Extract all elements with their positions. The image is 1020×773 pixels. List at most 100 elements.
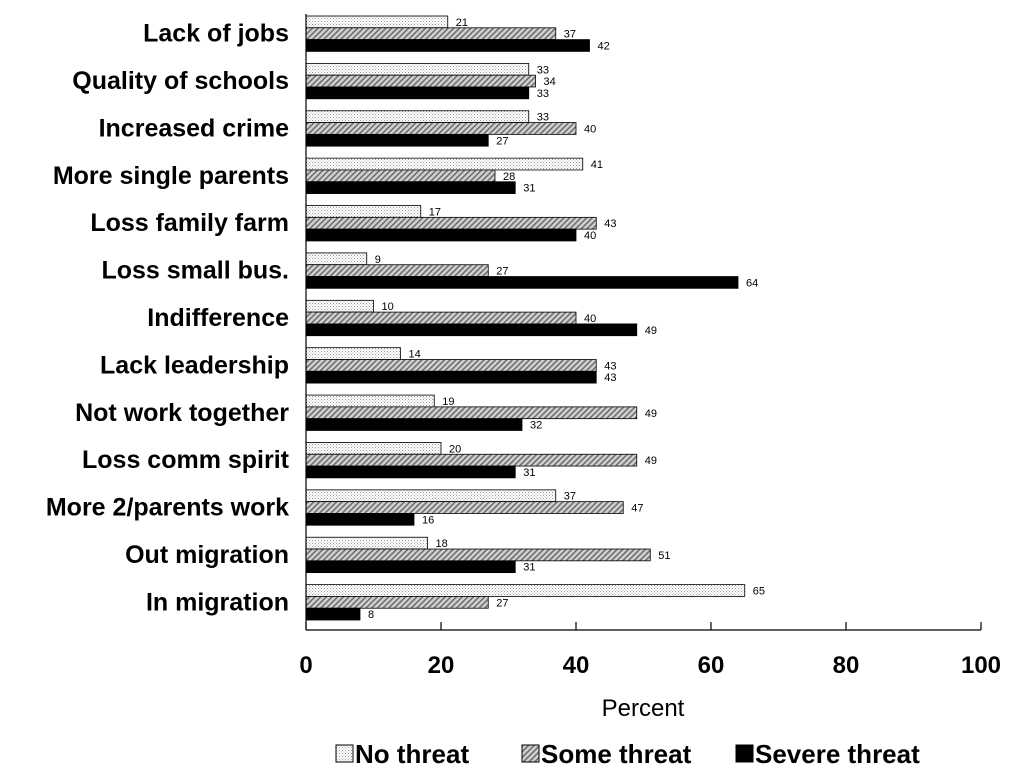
category-label: More 2/parents work <box>46 494 289 522</box>
data-label: 20 <box>449 443 461 455</box>
bar-severe-threat <box>305 39 590 52</box>
bar-no-threat <box>305 347 401 360</box>
bar-severe-threat <box>305 513 415 526</box>
category-label: Lack leadership <box>100 351 289 379</box>
bar-severe-threat <box>305 418 523 431</box>
category-label: Not work together <box>75 399 289 427</box>
data-label: 33 <box>537 64 549 76</box>
bar-some-threat <box>305 406 638 420</box>
data-label: 42 <box>598 41 610 53</box>
x-tick-label: 40 <box>563 652 590 679</box>
data-label: 49 <box>645 325 657 337</box>
bar-no-threat <box>305 15 449 29</box>
category-label: Out migration <box>125 541 289 569</box>
data-label: 40 <box>584 230 596 242</box>
data-label: 33 <box>537 88 549 100</box>
data-label: 27 <box>496 135 508 147</box>
data-label: 43 <box>604 372 616 384</box>
bar-some-threat <box>305 169 496 183</box>
category-labels: Lack of jobs Quality of schools Increased … <box>46 20 290 617</box>
data-label: 17 <box>429 206 441 218</box>
data-label: 27 <box>496 597 508 609</box>
bar-severe-threat <box>305 370 597 384</box>
bar-severe-threat <box>305 181 516 194</box>
data-label: 31 <box>523 183 535 195</box>
data-label: 19 <box>442 396 454 408</box>
bar-severe-threat <box>305 560 516 574</box>
data-label: 34 <box>544 76 556 88</box>
bar-no-threat <box>305 442 442 455</box>
x-axis-title: Percent <box>602 695 685 722</box>
data-label: 37 <box>564 29 576 41</box>
bar-no-threat <box>305 157 584 171</box>
legend-swatch-severe-threat <box>735 744 754 763</box>
bar-some-threat <box>305 501 624 514</box>
bar-no-threat <box>305 110 530 123</box>
data-label: 64 <box>746 277 758 289</box>
bar-no-threat <box>305 584 746 597</box>
category-label: Loss small bus. <box>101 257 289 285</box>
data-label: 14 <box>409 349 421 361</box>
data-label: 33 <box>537 112 549 124</box>
x-tick-label: 20 <box>428 652 455 679</box>
category-label: Lack of jobs <box>143 20 289 48</box>
bar-some-threat <box>305 359 597 372</box>
data-label: 21 <box>456 17 468 29</box>
category-label: Loss comm spirit <box>82 446 290 474</box>
data-label: 41 <box>591 159 603 171</box>
data-label: 28 <box>503 171 515 183</box>
data-label: 31 <box>523 562 535 574</box>
data-label: 18 <box>436 538 448 550</box>
bar-some-threat <box>305 74 536 88</box>
legend-swatch-no-threat <box>335 744 354 763</box>
bar-severe-threat <box>305 465 516 479</box>
data-label: 43 <box>604 360 616 372</box>
data-label: 9 <box>375 254 381 266</box>
value-labels: 2137423334333340274128311743409276410404… <box>368 17 765 621</box>
category-label: Indifference <box>147 304 289 332</box>
bar-no-threat <box>305 489 557 503</box>
axes: 0 20 40 60 80 100 <box>299 14 1001 679</box>
bar-some-threat <box>305 27 557 40</box>
legend-swatch-some-threat <box>521 744 540 763</box>
bar-no-threat <box>305 62 530 76</box>
legend-label: No threat <box>355 739 469 769</box>
bar-some-threat <box>305 311 577 325</box>
data-label: 47 <box>631 503 643 515</box>
bar-severe-threat <box>305 228 577 242</box>
bar-severe-threat <box>305 323 638 337</box>
bar-severe-threat <box>305 86 530 100</box>
data-label: 49 <box>645 408 657 420</box>
category-label: Loss family farm <box>90 209 289 237</box>
category-label: Increased crime <box>99 114 289 142</box>
x-tick-label: 0 <box>299 652 312 679</box>
category-label: Quality of schools <box>72 67 289 95</box>
category-label: More single parents <box>53 162 289 190</box>
x-tick-label: 100 <box>961 652 1001 679</box>
bar-some-threat <box>305 122 577 135</box>
data-label: 16 <box>422 514 434 526</box>
data-label: 32 <box>530 420 542 432</box>
data-label: 40 <box>584 313 596 325</box>
bar-some-threat <box>305 548 651 562</box>
bar-no-threat <box>305 299 374 313</box>
data-label: 43 <box>604 218 616 230</box>
data-label: 27 <box>496 266 508 278</box>
bar-some-threat <box>305 453 638 467</box>
legend: No threat Some threat Severe threat <box>335 739 920 769</box>
bar-no-threat <box>305 536 428 550</box>
bar-severe-threat <box>305 607 361 621</box>
data-label: 49 <box>645 455 657 467</box>
legend-label: Severe threat <box>755 739 920 769</box>
bar-no-threat <box>305 394 435 408</box>
data-label: 37 <box>564 491 576 503</box>
bar-no-threat <box>305 252 368 266</box>
bars <box>305 15 746 621</box>
bar-severe-threat <box>305 276 739 289</box>
bar-severe-threat <box>305 133 489 147</box>
data-label: 65 <box>753 586 765 598</box>
data-label: 40 <box>584 123 596 135</box>
category-label: In migration <box>146 588 289 616</box>
bar-some-threat <box>305 596 489 609</box>
